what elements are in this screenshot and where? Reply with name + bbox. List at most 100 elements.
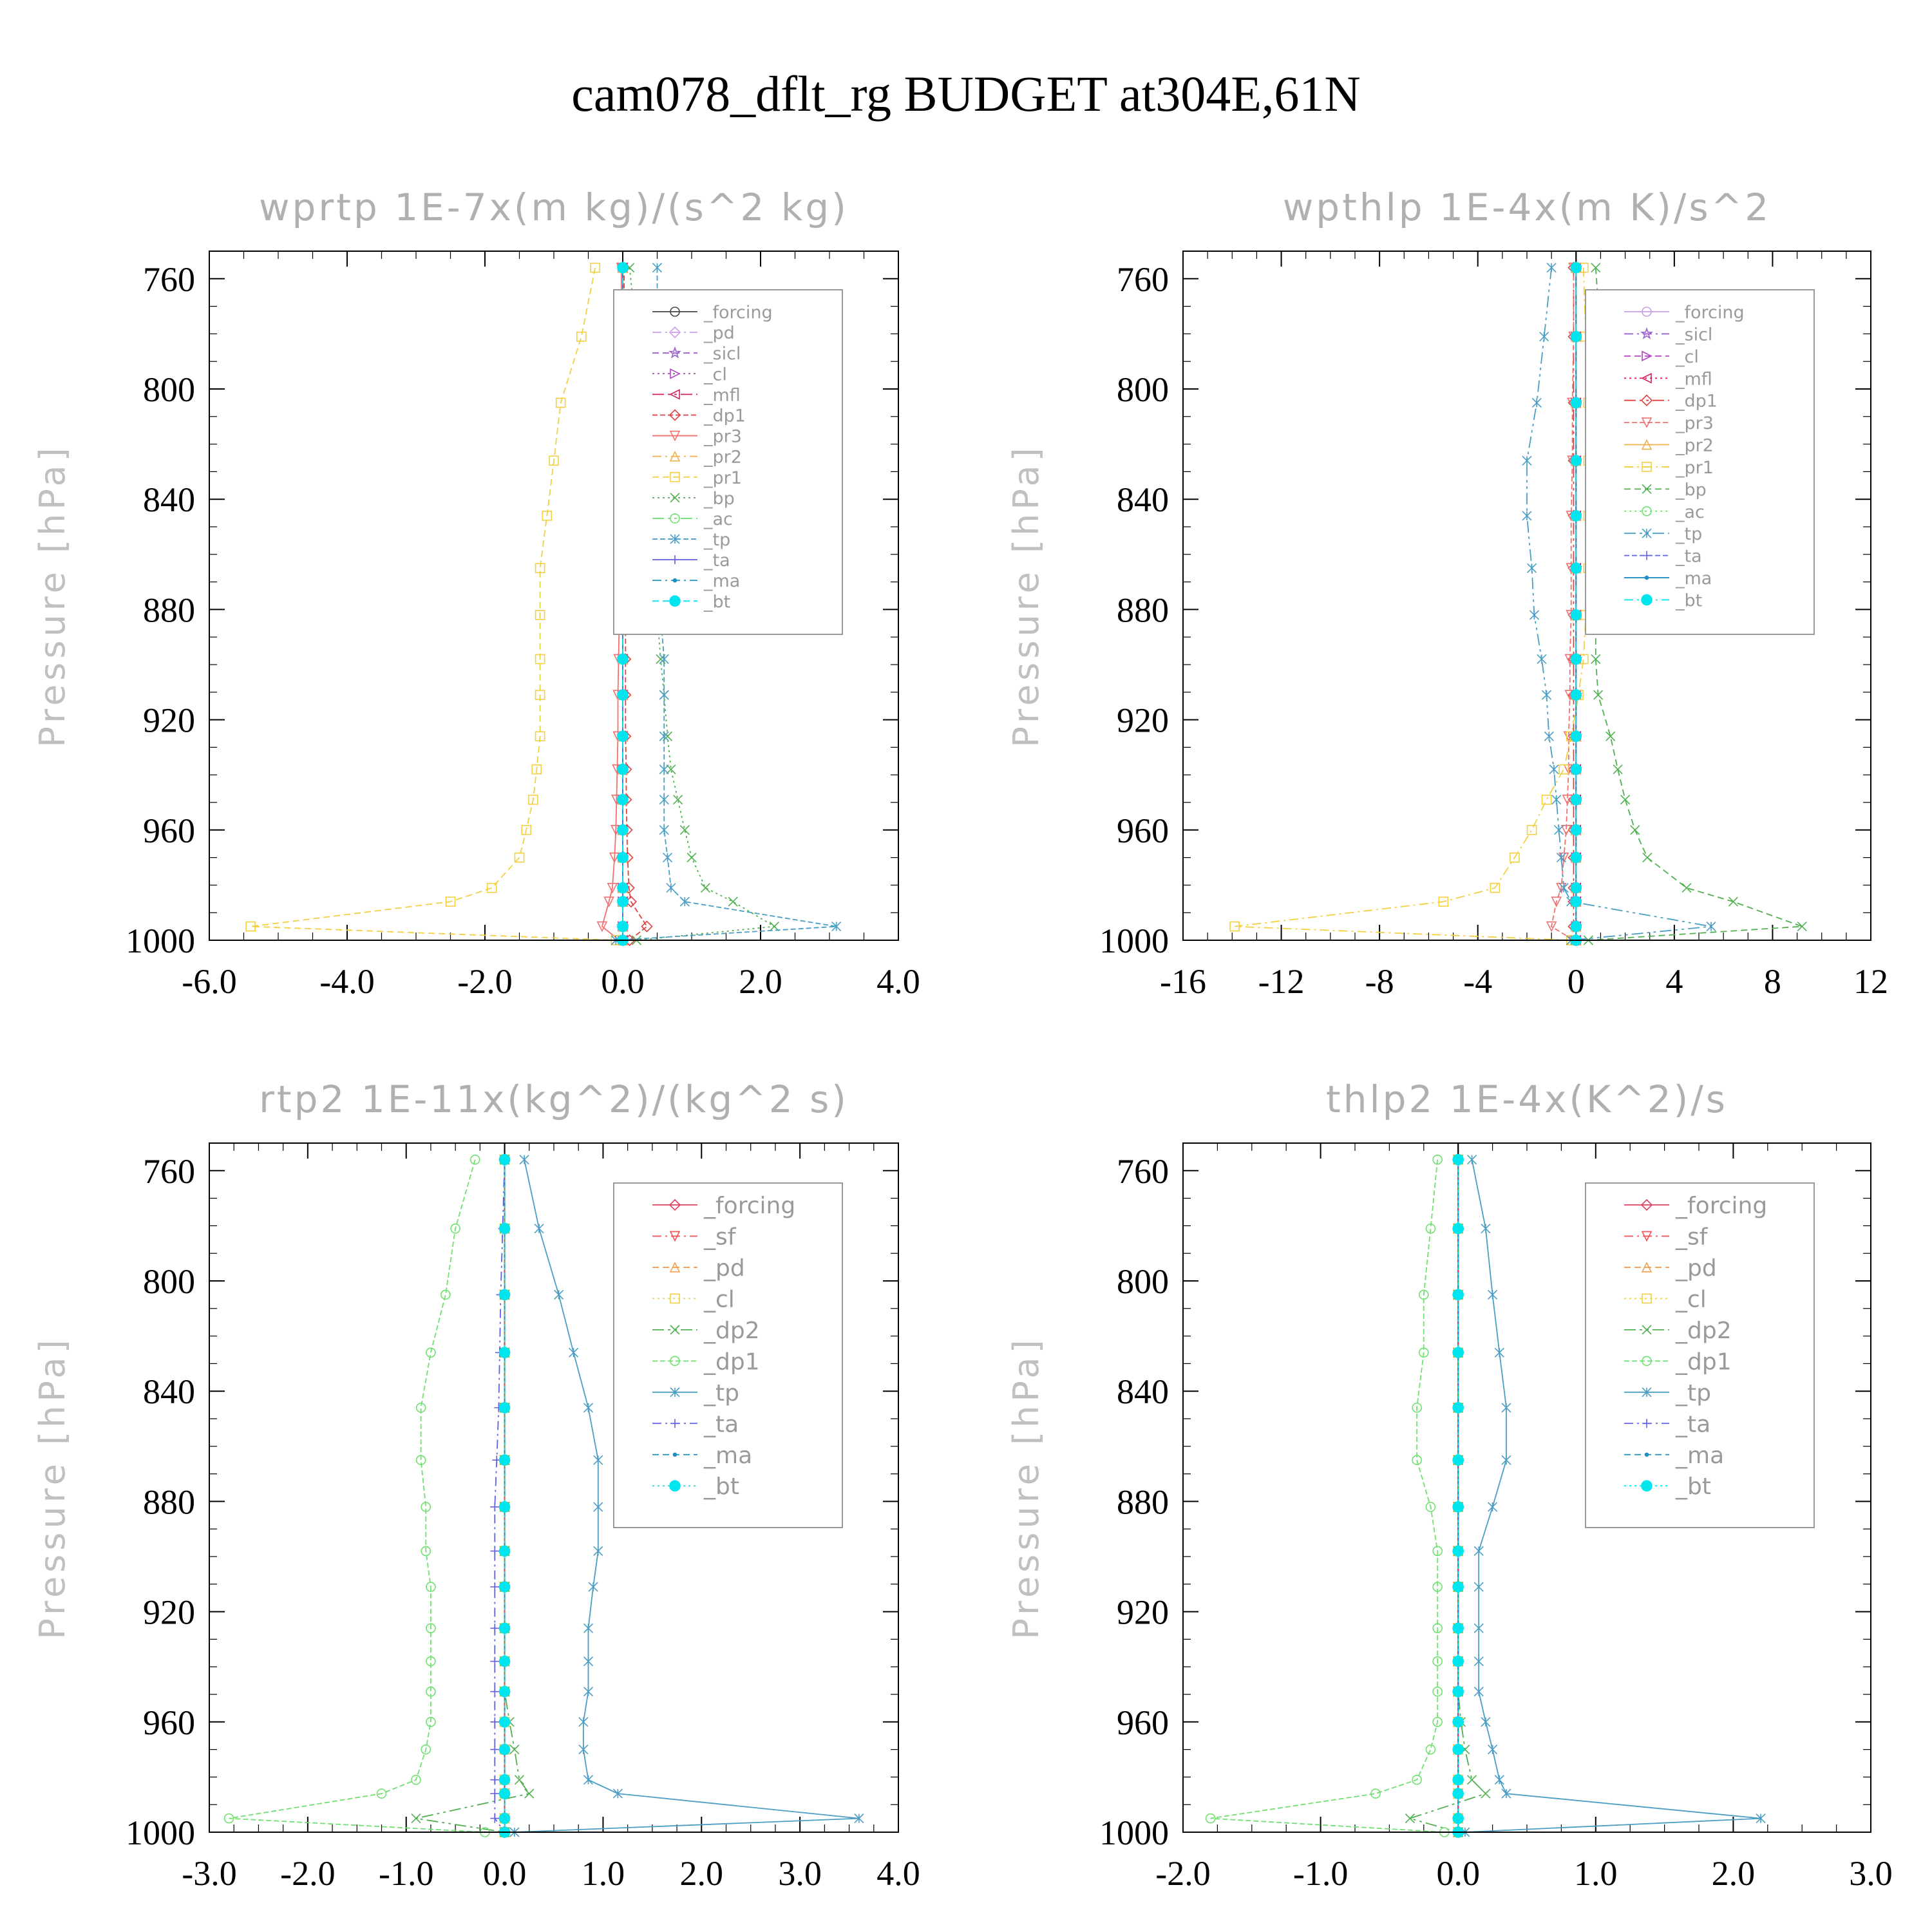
legend-item-bt: _bt bbox=[652, 592, 730, 612]
data-point bbox=[514, 852, 525, 863]
data-point bbox=[609, 852, 620, 864]
data-point bbox=[700, 883, 710, 893]
legend-item-ta: _ta bbox=[652, 551, 730, 571]
legend-label: _pr1 bbox=[1675, 458, 1714, 478]
data-point bbox=[1488, 1502, 1498, 1512]
y-tick-label: 760 bbox=[143, 1152, 195, 1191]
series-bt bbox=[1570, 261, 1582, 946]
data-point bbox=[1562, 794, 1573, 806]
series-line bbox=[1573, 267, 1577, 941]
data-point bbox=[1531, 397, 1542, 408]
legend-marker bbox=[669, 595, 681, 607]
plot-frame bbox=[209, 251, 899, 941]
legend-label: _mfl bbox=[703, 385, 741, 405]
legend-item-bt: _bt bbox=[652, 1473, 739, 1500]
data-point bbox=[1546, 263, 1557, 273]
data-point bbox=[1432, 1717, 1443, 1727]
legend-label: _sicl bbox=[1675, 325, 1712, 345]
data-point bbox=[1205, 1813, 1216, 1824]
y-tick-label: 960 bbox=[1117, 811, 1169, 850]
legend-item-ta: _ta bbox=[652, 1411, 739, 1437]
legend-item-dp2: _dp2 bbox=[1624, 1318, 1732, 1344]
data-point bbox=[245, 921, 256, 932]
data-point bbox=[1452, 1289, 1464, 1301]
series-pr1 bbox=[245, 262, 621, 945]
x-tick-label: -4 bbox=[1463, 962, 1492, 1001]
panel-wprtp: wprtp 1E-7x(m kg)/(s^2 kg) Pressure [hPa]… bbox=[32, 185, 920, 1001]
panel-title: wpthlp 1E-4x(m K)/s^2 bbox=[1283, 185, 1771, 229]
legend-label: _sf bbox=[1675, 1224, 1709, 1250]
legend-box bbox=[613, 289, 843, 635]
series-line bbox=[494, 1159, 506, 1833]
series-line bbox=[514, 1159, 859, 1833]
legend-marker bbox=[670, 493, 680, 503]
legend-item-pr1: _pr1 bbox=[652, 468, 742, 488]
y-axis-label: Pressure [hPa] bbox=[32, 444, 73, 747]
x-tick-label: 0.0 bbox=[601, 962, 645, 1001]
data-point bbox=[415, 1403, 426, 1413]
data-point bbox=[583, 1775, 594, 1785]
data-point bbox=[490, 1789, 500, 1799]
data-point bbox=[1570, 920, 1582, 933]
legend-marker bbox=[1642, 1356, 1652, 1367]
data-point bbox=[652, 263, 663, 273]
legend-item-bt: _bt bbox=[1624, 591, 1702, 611]
legend-marker bbox=[1642, 1387, 1652, 1397]
y-tick-label: 840 bbox=[1117, 1372, 1169, 1411]
legend: _forcing _sf _pd _cl _dp2 _dp1 _tp _ta _ma _bt bbox=[1585, 1182, 1815, 1528]
panel-title: wprtp 1E-7x(m kg)/(s^2 kg) bbox=[259, 185, 849, 229]
data-point bbox=[1570, 330, 1582, 343]
data-point bbox=[1452, 1454, 1464, 1466]
data-point bbox=[1452, 1655, 1464, 1667]
legend-item-bt: _bt bbox=[1624, 1473, 1711, 1500]
data-point bbox=[617, 882, 629, 894]
legend-item-cl: _cl bbox=[1624, 347, 1699, 367]
data-point bbox=[555, 397, 566, 408]
data-point bbox=[617, 763, 629, 775]
data-point bbox=[1490, 882, 1501, 893]
plot-frame bbox=[209, 1142, 899, 1833]
legend-label: _bp bbox=[1675, 480, 1707, 500]
data-point bbox=[1452, 1402, 1464, 1414]
data-point bbox=[617, 793, 629, 806]
data-point bbox=[1452, 1716, 1464, 1728]
data-point bbox=[1539, 332, 1549, 342]
data-point bbox=[1370, 1788, 1381, 1799]
legend-label: _forcing bbox=[1675, 303, 1745, 323]
data-point bbox=[1494, 1775, 1504, 1785]
x-tick-label: 0.0 bbox=[483, 1854, 527, 1893]
legend: _forcing_pd_sicl_cl_mfl_dp1_pr3_pr2_pr1_… bbox=[613, 289, 843, 635]
data-point bbox=[1570, 609, 1582, 621]
legend-marker bbox=[669, 1480, 681, 1492]
data-point bbox=[1556, 853, 1566, 863]
data-point bbox=[1541, 794, 1552, 805]
data-point bbox=[445, 896, 456, 907]
data-point bbox=[1481, 1224, 1491, 1234]
y-tick-label: 960 bbox=[1117, 1703, 1169, 1742]
legend-label: _cl bbox=[703, 365, 727, 384]
data-point bbox=[1620, 795, 1631, 805]
legend-item-sicl: _sicl bbox=[652, 344, 741, 364]
series-line bbox=[629, 267, 777, 941]
data-point bbox=[1591, 654, 1601, 665]
data-point bbox=[1756, 1814, 1766, 1824]
data-point bbox=[1229, 921, 1240, 932]
legend-item-pr2: _pr2 bbox=[652, 448, 742, 468]
y-axis-label: Pressure [hPa] bbox=[32, 1336, 73, 1639]
data-point bbox=[498, 1347, 511, 1359]
data-point bbox=[1452, 1501, 1464, 1513]
data-point bbox=[617, 920, 629, 933]
series-line bbox=[251, 267, 616, 941]
data-point bbox=[1412, 1455, 1422, 1465]
data-point bbox=[519, 1155, 529, 1165]
data-point bbox=[593, 1546, 603, 1557]
data-point bbox=[1419, 1289, 1429, 1300]
data-point bbox=[1425, 1223, 1436, 1234]
y-axis-label: Pressure [hPa] bbox=[1006, 1336, 1046, 1639]
legend-item-pr2: _pr2 bbox=[1624, 436, 1714, 456]
legend-label: _ta bbox=[703, 551, 730, 571]
legend-label: _forcing bbox=[703, 303, 773, 323]
panel-thlp2: thlp2 1E-4x(K^2)/s Pressure [hPa] -2.0 -1.0… bbox=[1006, 1077, 1893, 1893]
data-point bbox=[498, 1622, 511, 1634]
legend-item-ma: _ma bbox=[1624, 569, 1712, 589]
